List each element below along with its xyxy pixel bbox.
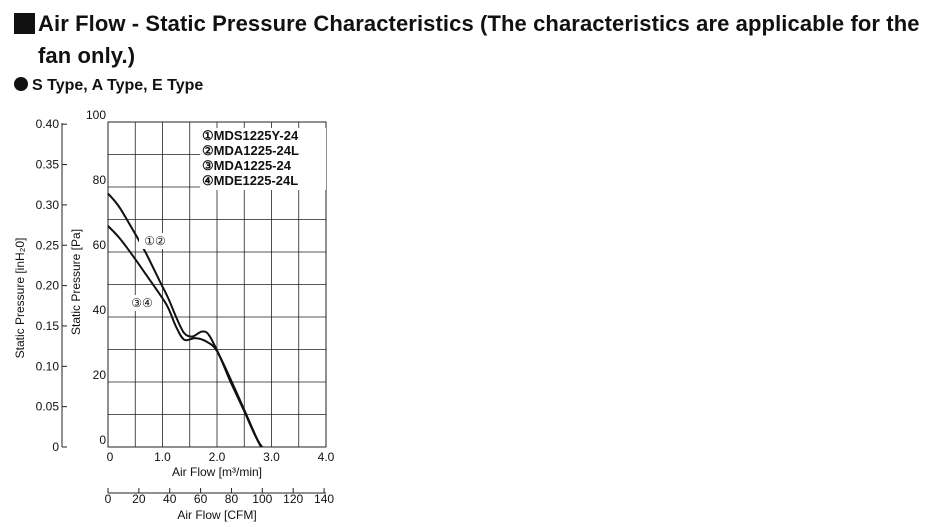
curve-label-1: ①② — [144, 234, 166, 248]
legend-bg — [200, 128, 326, 190]
inh2o-tick-label: 0.25 — [36, 238, 60, 252]
y-axis-label: Static Pressure [Pa] — [69, 229, 83, 335]
y-tick-label: 0 — [99, 433, 106, 447]
curve-label-2: ③④ — [131, 296, 153, 310]
cfm-tick-label: 60 — [194, 492, 208, 506]
inh2o-tick-label: 0.40 — [36, 117, 60, 131]
title-square-icon — [14, 13, 35, 34]
x-tick-label: 0 — [107, 450, 114, 464]
inh2o-tick-label: 0.10 — [36, 359, 60, 373]
curve-series-1 — [107, 192, 264, 448]
x-tick-label: 4.0 — [318, 450, 335, 464]
inh2o-tick-label: 0.20 — [36, 279, 60, 293]
cfm-tick-label: 20 — [132, 492, 146, 506]
cfm-tick-label: 100 — [252, 492, 272, 506]
inh2o-tick-label: 0.15 — [36, 319, 60, 333]
legend-entry: ②MDA1225-24L — [202, 143, 299, 158]
y-tick-label: 20 — [93, 368, 107, 382]
y-tick-label: 40 — [93, 303, 107, 317]
x-tick-label: 3.0 — [263, 450, 280, 464]
chart-legend: ①MDS1225Y-24②MDA1225-24L③MDA1225-24④MDE1… — [200, 128, 326, 190]
chart-axes — [61, 123, 326, 494]
legend-entry: ①MDS1225Y-24 — [202, 128, 299, 143]
plot-frame — [107, 121, 327, 448]
inh2o-tick-label: 0.30 — [36, 198, 60, 212]
curve-label-bg — [126, 295, 158, 311]
inh2o-tick-label: 0.05 — [36, 400, 60, 414]
curve-series-2 — [107, 225, 262, 448]
bullet-dot-icon — [14, 77, 28, 91]
y-tick-label: 100 — [86, 108, 106, 122]
legend-entry: ③MDA1225-24 — [202, 158, 292, 173]
chart-labels: 0 1.0 2.0 3.0 4.0 Air Flow [m³/min] 0 20 40 60 80 1… — [13, 108, 335, 522]
x-tick-label: 2.0 — [209, 450, 226, 464]
legend-entry: ④MDE1225-24L — [202, 173, 298, 188]
x-tick-label: 1.0 — [154, 450, 171, 464]
cfm-axis-label: Air Flow [CFM] — [177, 508, 256, 522]
inh2o-tick-label: 0 — [52, 440, 59, 454]
chart-subtitle: S Type, A Type, E Type — [14, 76, 203, 96]
cfm-tick-label: 0 — [105, 492, 112, 506]
cfm-tick-label: 80 — [225, 492, 239, 506]
curve-label-bg — [139, 233, 171, 249]
chart-title-text: Air Flow - Static Pressure Characteristi… — [38, 11, 920, 68]
inh2o-axis-label: Static Pressure [inH₂0] — [13, 238, 27, 359]
chart-subtitle-text: S Type, A Type, E Type — [32, 77, 204, 94]
chart-curves — [107, 192, 264, 448]
x-axis-label: Air Flow [m³/min] — [172, 465, 262, 479]
y-tick-label: 80 — [93, 173, 107, 187]
y-tick-label: 60 — [93, 238, 107, 252]
inh2o-tick-label: 0.35 — [36, 158, 60, 172]
cfm-tick-label: 140 — [314, 492, 334, 506]
cfm-tick-label: 120 — [283, 492, 303, 506]
cfm-tick-label: 40 — [163, 492, 177, 506]
